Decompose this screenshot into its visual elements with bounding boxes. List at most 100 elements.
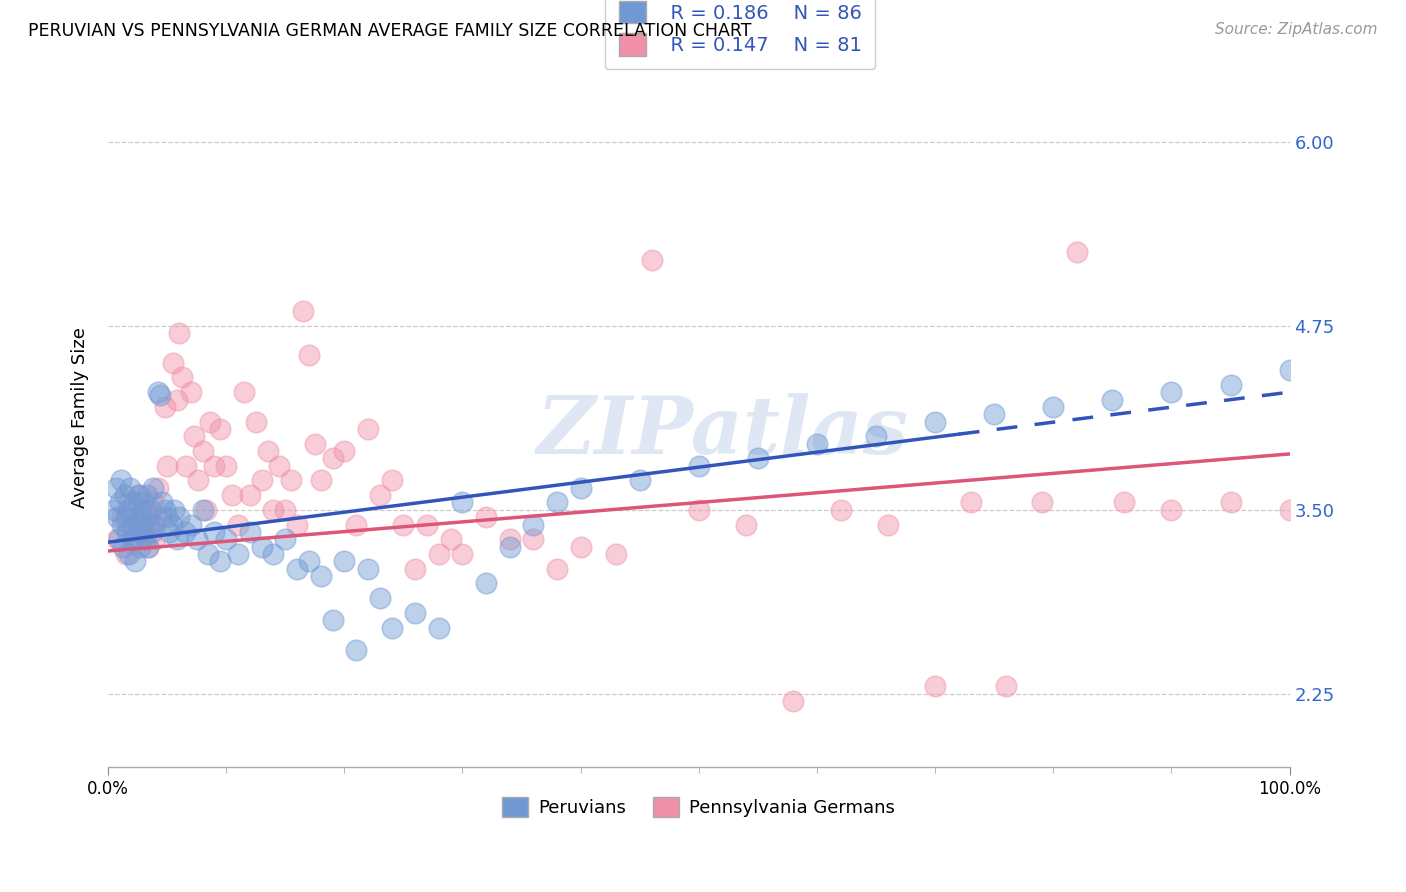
Point	[1114, 495, 1136, 509]
Point	[139, 517, 162, 532]
Point	[180, 517, 202, 532]
Point	[1278, 503, 1301, 517]
Point	[107, 533, 129, 547]
Point	[381, 474, 404, 488]
Point	[163, 503, 186, 517]
Point	[186, 533, 208, 547]
Point	[569, 481, 592, 495]
Point	[118, 547, 141, 561]
Point	[174, 458, 197, 473]
Point	[121, 533, 143, 547]
Point	[239, 524, 262, 539]
Point	[285, 562, 308, 576]
Point	[166, 533, 188, 547]
Point	[392, 517, 415, 532]
Point	[280, 474, 302, 488]
Point	[131, 517, 153, 532]
Point	[167, 510, 190, 524]
Point	[1160, 385, 1182, 400]
Point	[135, 510, 157, 524]
Point	[156, 510, 179, 524]
Point	[111, 510, 134, 524]
Y-axis label: Average Family Size: Average Family Size	[72, 327, 89, 508]
Point	[146, 385, 169, 400]
Point	[546, 562, 568, 576]
Point	[262, 547, 284, 561]
Point	[735, 517, 758, 532]
Point	[1160, 503, 1182, 517]
Point	[134, 533, 156, 547]
Point	[103, 503, 125, 517]
Point	[191, 444, 214, 458]
Point	[183, 429, 205, 443]
Point	[142, 495, 165, 509]
Point	[250, 540, 273, 554]
Point	[132, 495, 155, 509]
Point	[114, 510, 136, 524]
Point	[150, 510, 173, 524]
Point	[995, 679, 1018, 693]
Point	[688, 503, 710, 517]
Point	[269, 458, 291, 473]
Point	[108, 495, 131, 509]
Point	[321, 613, 343, 627]
Point	[150, 495, 173, 509]
Point	[357, 562, 380, 576]
Point	[118, 495, 141, 509]
Point	[215, 458, 238, 473]
Point	[688, 458, 710, 473]
Text: PERUVIAN VS PENNSYLVANIA GERMAN AVERAGE FAMILY SIZE CORRELATION CHART: PERUVIAN VS PENNSYLVANIA GERMAN AVERAGE …	[28, 22, 752, 40]
Point	[1042, 400, 1064, 414]
Point	[1219, 377, 1241, 392]
Point	[107, 510, 129, 524]
Point	[198, 415, 221, 429]
Point	[924, 415, 946, 429]
Point	[959, 495, 981, 509]
Point	[298, 348, 321, 362]
Point	[983, 407, 1005, 421]
Point	[153, 400, 176, 414]
Point	[159, 524, 181, 539]
Point	[274, 533, 297, 547]
Point	[344, 517, 367, 532]
Point	[138, 517, 160, 532]
Point	[172, 370, 194, 384]
Point	[127, 524, 149, 539]
Point	[245, 415, 267, 429]
Point	[127, 488, 149, 502]
Point	[141, 524, 163, 539]
Point	[427, 620, 450, 634]
Point	[640, 252, 662, 267]
Point	[1066, 245, 1088, 260]
Point	[191, 503, 214, 517]
Point	[239, 488, 262, 502]
Point	[146, 481, 169, 495]
Point	[209, 422, 232, 436]
Point	[202, 458, 225, 473]
Point	[197, 547, 219, 561]
Point	[232, 385, 254, 400]
Point	[160, 517, 183, 532]
Point	[876, 517, 898, 532]
Point	[114, 488, 136, 502]
Point	[128, 540, 150, 554]
Point	[416, 517, 439, 532]
Point	[475, 576, 498, 591]
Point	[1101, 392, 1123, 407]
Point	[129, 503, 152, 517]
Point	[128, 488, 150, 502]
Point	[309, 569, 332, 583]
Point	[125, 510, 148, 524]
Point	[427, 547, 450, 561]
Point	[195, 503, 218, 517]
Point	[124, 554, 146, 568]
Point	[357, 422, 380, 436]
Point	[111, 517, 134, 532]
Point	[166, 392, 188, 407]
Point	[209, 554, 232, 568]
Point	[117, 503, 139, 517]
Point	[333, 444, 356, 458]
Point	[136, 540, 159, 554]
Point	[250, 474, 273, 488]
Point	[180, 385, 202, 400]
